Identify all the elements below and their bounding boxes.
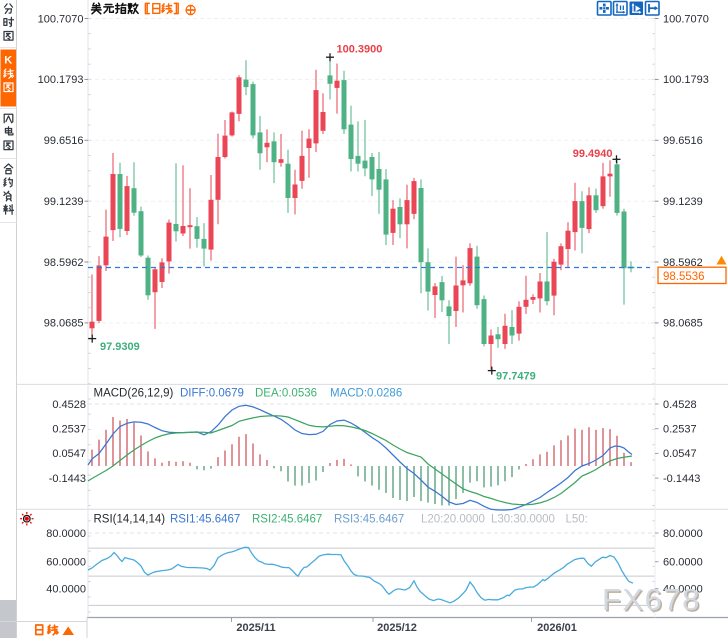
svg-text:-0.1443: -0.1443 (663, 473, 700, 485)
svg-text:98.5962: 98.5962 (663, 257, 703, 269)
svg-text:L50:: L50: (566, 514, 588, 526)
svg-text:0.0547: 0.0547 (663, 448, 697, 460)
svg-text:DEA:0.0536: DEA:0.0536 (255, 388, 317, 400)
svg-text:L30:30.0000: L30:30.0000 (491, 514, 555, 526)
svg-text:DIFF:0.0679: DIFF:0.0679 (180, 388, 244, 400)
svg-text:2025/11: 2025/11 (236, 622, 275, 634)
svg-text:98.0685: 98.0685 (663, 318, 703, 330)
svg-text:60.0000: 60.0000 (46, 557, 86, 569)
svg-text:100.1793: 100.1793 (663, 74, 709, 86)
svg-text:97.7479: 97.7479 (496, 371, 536, 383)
svg-text:98.5962: 98.5962 (44, 257, 84, 269)
svg-text:99.1239: 99.1239 (44, 196, 84, 208)
svg-text:K: K (4, 55, 12, 67)
svg-text:80.0000: 80.0000 (663, 528, 703, 540)
svg-text:MACD:0.0286: MACD:0.0286 (330, 388, 402, 400)
svg-text:RSI2:45.6467: RSI2:45.6467 (252, 514, 322, 526)
svg-text:98.0685: 98.0685 (44, 318, 84, 330)
svg-text:RSI(14,14,14): RSI(14,14,14) (94, 514, 166, 526)
svg-text:L20:20.0000: L20:20.0000 (421, 514, 485, 526)
svg-text:98.5536: 98.5536 (663, 271, 705, 283)
svg-text:0.4528: 0.4528 (663, 399, 697, 411)
svg-text:99.6516: 99.6516 (663, 135, 703, 147)
svg-text:99.6516: 99.6516 (44, 135, 84, 147)
svg-text:100.1793: 100.1793 (38, 74, 84, 86)
svg-text:FX678: FX678 (602, 582, 701, 617)
svg-text:40.0000: 40.0000 (46, 584, 86, 596)
svg-text:-0.1443: -0.1443 (49, 473, 86, 485)
svg-text:100.3900: 100.3900 (337, 44, 383, 56)
svg-text:0.0547: 0.0547 (52, 448, 86, 460)
svg-text:0.4528: 0.4528 (52, 399, 86, 411)
svg-text:99.4940: 99.4940 (573, 148, 613, 160)
svg-text:97.9309: 97.9309 (100, 341, 140, 353)
svg-text:60.0000: 60.0000 (663, 557, 703, 569)
svg-text:FX678: FX678 (604, 584, 703, 619)
svg-text:2025/12: 2025/12 (377, 622, 417, 634)
svg-text:80.0000: 80.0000 (46, 528, 86, 540)
svg-text:100.7070: 100.7070 (663, 13, 709, 25)
svg-text:0.2537: 0.2537 (52, 424, 86, 436)
svg-text:RSI1:45.6467: RSI1:45.6467 (170, 514, 240, 526)
svg-text:MACD(26,12,9): MACD(26,12,9) (94, 388, 174, 400)
svg-text:0.2537: 0.2537 (663, 424, 697, 436)
svg-text:RSI3:45.6467: RSI3:45.6467 (334, 514, 404, 526)
svg-text:2026/01: 2026/01 (537, 622, 577, 634)
svg-text:40.0000: 40.0000 (663, 584, 703, 596)
svg-text:99.1239: 99.1239 (663, 196, 703, 208)
svg-text:100.7070: 100.7070 (38, 13, 84, 25)
